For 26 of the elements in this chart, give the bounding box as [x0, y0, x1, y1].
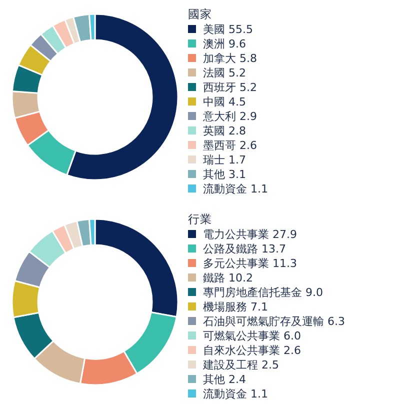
legend-label: 英國 2.8 — [203, 124, 246, 138]
legend-label: 機場服務 7.1 — [203, 300, 268, 314]
legend-label: 石油與可燃氣貯存及運輸 6.3 — [203, 315, 345, 328]
legend-label: 法國 5.2 — [203, 66, 246, 80]
legend-label: 建設及工程 2.5 — [202, 358, 279, 372]
legend-label: 專門房地產信托基金 9.0 — [203, 286, 323, 299]
legend-label: 公路及鐵路 13.7 — [203, 242, 286, 256]
legend-label: 可燃氣公共事業 6.0 — [203, 330, 301, 342]
legend-label: 自來水公共事業 2.6 — [203, 344, 301, 357]
legend-label: 中國 4.5 — [203, 96, 246, 108]
legend-label: 墨西哥 2.6 — [203, 139, 257, 152]
legend-label: 瑞士 1.7 — [203, 154, 246, 166]
legend-label: 其他 3.1 — [203, 168, 246, 181]
legend-title: 行業 — [188, 212, 212, 226]
legend-label: 多元公共事業 11.3 — [203, 257, 297, 270]
legend-label: 其他 2.4 — [203, 373, 246, 386]
legend-label: 意大利 2.9 — [202, 110, 257, 123]
legend-label: 美國 55.5 — [203, 23, 253, 36]
legend-label: 流動資金 1.1 — [203, 388, 268, 400]
legend-label: 流動資金 1.1 — [203, 182, 268, 196]
legend-label: 澳洲 9.6 — [203, 38, 246, 50]
legend-label: 電力公共事業 27.9 — [203, 228, 297, 241]
legend-title: 國家 — [188, 7, 212, 21]
legend-label: 鐵路 10.2 — [203, 272, 253, 284]
legend-label: 加拿大 5.8 — [203, 52, 257, 65]
legend-label: 西班牙 5.2 — [203, 81, 257, 94]
